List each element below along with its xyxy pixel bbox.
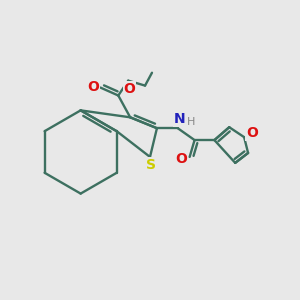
Text: O: O xyxy=(246,126,258,140)
Text: S: S xyxy=(146,158,156,172)
Text: O: O xyxy=(123,82,135,96)
Text: H: H xyxy=(186,117,195,127)
Text: N: N xyxy=(174,112,185,126)
Text: O: O xyxy=(175,152,187,166)
Text: O: O xyxy=(88,80,100,94)
